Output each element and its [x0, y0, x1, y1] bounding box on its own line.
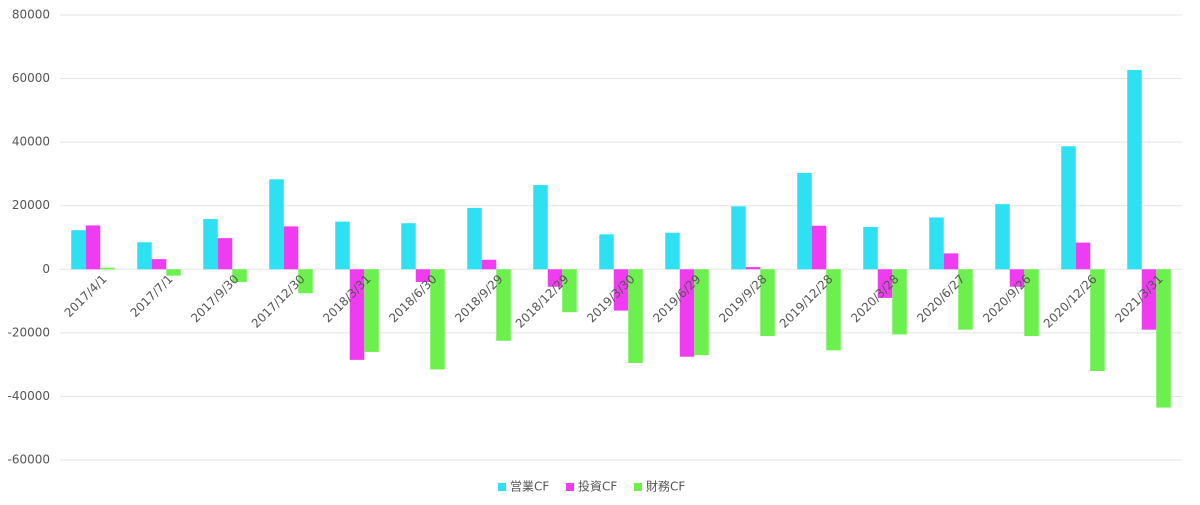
- x-tick-label: 2017/4/1: [62, 272, 110, 320]
- x-tick-label: 2017/9/30: [188, 272, 241, 325]
- bar: [1127, 69, 1142, 270]
- legend-label: 財務CF: [646, 479, 685, 494]
- bar: [1061, 146, 1076, 270]
- bar: [731, 206, 746, 270]
- bar: [232, 269, 247, 282]
- bar: [533, 185, 548, 270]
- bar: [826, 269, 841, 351]
- bar: [1075, 242, 1091, 270]
- bar: [203, 219, 218, 270]
- bar: [679, 269, 695, 357]
- bar: [151, 259, 167, 270]
- legend-swatch: [634, 483, 642, 491]
- bar: [1156, 269, 1171, 408]
- y-tick-label: 20000: [12, 198, 50, 212]
- bar: [298, 269, 313, 294]
- bar: [481, 259, 497, 270]
- bar: [613, 269, 629, 311]
- bar: [401, 223, 416, 270]
- bar: [599, 234, 614, 270]
- legend-swatch: [566, 483, 574, 491]
- bar: [71, 230, 86, 270]
- bar: [349, 269, 365, 360]
- bar: [1009, 269, 1025, 287]
- bar: [929, 217, 944, 270]
- y-tick-label: 0: [42, 262, 50, 276]
- y-tick-label: -20000: [7, 325, 50, 339]
- bar: [283, 226, 299, 270]
- bar: [995, 204, 1010, 270]
- bar: [1024, 269, 1039, 337]
- bar: [892, 269, 907, 335]
- bar: [467, 207, 482, 270]
- bar: [415, 269, 431, 282]
- x-tick-label: 2017/7/1: [128, 272, 176, 320]
- bar: [694, 269, 709, 356]
- y-tick-label: 60000: [12, 71, 50, 85]
- y-tick-label: -60000: [7, 453, 50, 467]
- bar: [217, 238, 233, 270]
- bar: [811, 225, 827, 270]
- bar: [628, 269, 643, 364]
- bar: [745, 267, 761, 270]
- bar: [137, 242, 152, 270]
- bar: [166, 269, 181, 276]
- bar: [364, 269, 379, 352]
- bar: [496, 269, 511, 341]
- legend-label: 投資CF: [578, 479, 617, 494]
- bar: [943, 253, 959, 270]
- bar: [547, 269, 563, 287]
- bar: [877, 269, 893, 298]
- bar: [335, 221, 350, 270]
- bar: [1141, 269, 1157, 330]
- bar: [85, 225, 101, 270]
- bar: [958, 269, 973, 330]
- bar: [562, 269, 577, 313]
- y-tick-label: 40000: [12, 135, 50, 149]
- bar: [1090, 269, 1105, 371]
- x-tick-label: 2017/12/30: [249, 272, 308, 331]
- bar: [760, 269, 775, 337]
- bar: [665, 232, 680, 270]
- bar: [269, 179, 284, 270]
- bar: [430, 269, 445, 370]
- legend-swatch: [498, 483, 506, 491]
- bar: [100, 267, 115, 270]
- y-tick-label: 80000: [12, 8, 50, 22]
- bar: [863, 227, 878, 270]
- y-tick-label: -40000: [7, 389, 50, 403]
- legend-label: 営業CF: [510, 480, 549, 494]
- bar: [797, 172, 812, 270]
